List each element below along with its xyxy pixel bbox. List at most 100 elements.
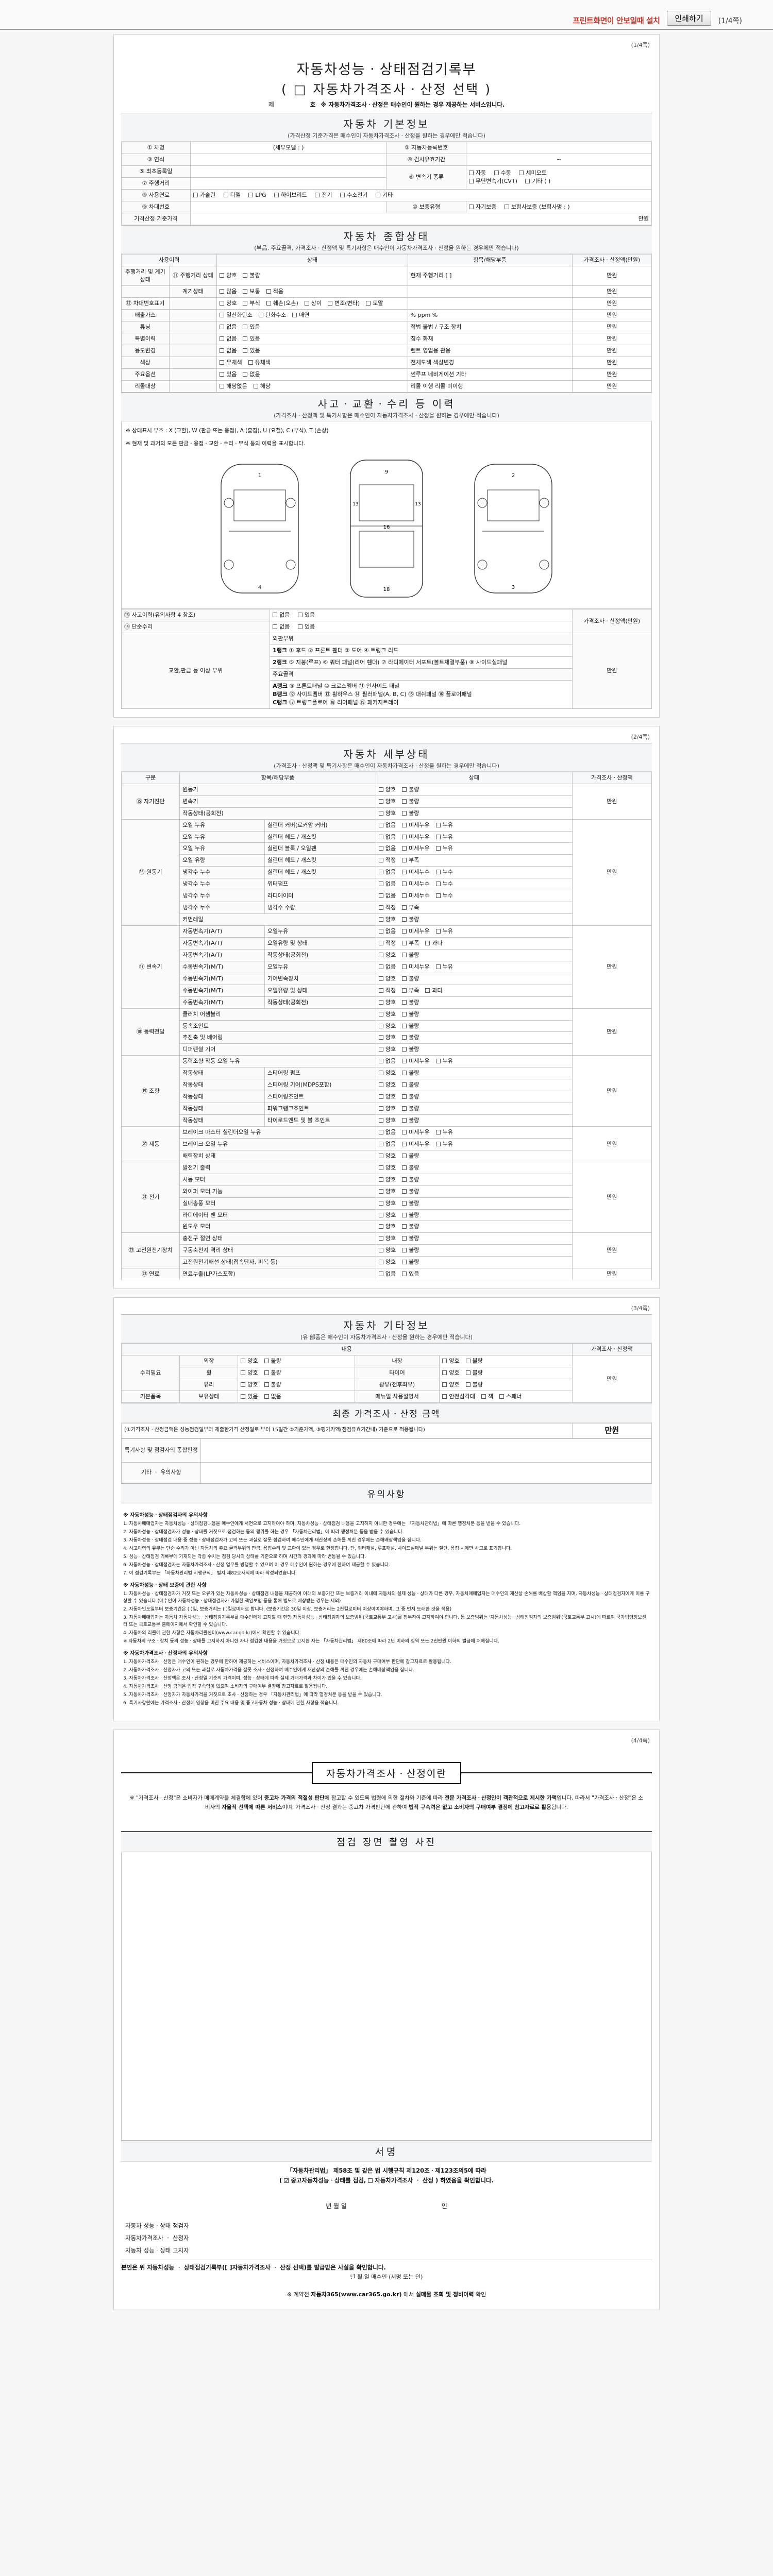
checkbox-overall-1-1[interactable]: 보통 [243,287,260,296]
simple-repair-options[interactable]: 없음 있음 [270,621,573,634]
checkbox-detail-6-0-1[interactable]: 불량 [402,1164,419,1172]
checkbox-detail-3-2-0[interactable]: 양호 [378,1033,396,1042]
checkbox-transmission-0[interactable]: 자동 [468,169,486,177]
overall-row-price-2[interactable]: 만원 [572,297,652,310]
checkbox-detail-6-5-0[interactable]: 양호 [378,1223,396,1231]
detail-opts-6-1[interactable]: 양호 불량 [375,1173,573,1186]
checkbox-overall-0-0[interactable]: 양호 [220,272,237,280]
checkbox-simple-0[interactable]: 없음 [273,623,290,631]
remarks-value[interactable] [200,1438,652,1463]
overall-row-opts-2[interactable]: 양호 부식 훼손(오손) 상이 변조(변타) 도말 [216,297,408,310]
detail-opts-4-0[interactable]: 없음 미세누유 누유 [375,1055,573,1068]
checkbox-detail-7-0-0[interactable]: 양호 [378,1234,396,1243]
checkbox-detail-0-0-0[interactable]: 양호 [378,786,396,794]
checkbox-etc-b-3-1[interactable]: 잭 [481,1393,493,1401]
basic-mileage-value[interactable] [190,177,387,190]
overall-row-price-5[interactable]: 만원 [572,333,652,346]
checkbox-detail-2-3-2[interactable]: 누유 [435,963,453,971]
checkbox-overall-7-0[interactable]: 무채색 [220,359,242,367]
detail-opts-1-2[interactable]: 없음 미세누유 누유 [375,842,573,855]
basic-firstreg-value[interactable] [190,165,387,178]
detail-price-6[interactable]: 만원 [572,1161,652,1233]
checkbox-warranty-1[interactable]: 보험사보증 (보험사명 : ) [504,203,570,211]
checkbox-etc-a-2-1[interactable]: 불량 [264,1381,281,1389]
accident-price-cell[interactable]: 만원 [572,633,652,709]
detail-opts-2-6[interactable]: 양호 불량 [375,996,573,1009]
detail-opts-1-7[interactable]: 적정 부족 [375,902,573,914]
checkbox-detail-5-1-2[interactable]: 누유 [435,1140,453,1148]
detail-price-5[interactable]: 만원 [572,1126,652,1162]
checkbox-detail-4-1-0[interactable]: 양호 [378,1069,396,1077]
overall-row-opts-3[interactable]: 일산화탄소 탄화수소 매연 [216,309,408,322]
checkbox-detail-1-0-0[interactable]: 없음 [378,821,396,829]
checkbox-detail-2-3-1[interactable]: 미세누유 [402,963,430,971]
checkbox-detail-8-0-1[interactable]: 있음 [402,1270,419,1278]
detail-opts-2-4[interactable]: 양호 불량 [375,972,573,985]
detail-opts-8-0[interactable]: 없음 있음 [375,1268,573,1281]
checkbox-detail-2-0-2[interactable]: 누유 [435,927,453,936]
checkbox-detail-5-1-1[interactable]: 미세누유 [402,1140,430,1148]
basic-baseprice-value[interactable]: 만원 [190,212,652,225]
detail-opts-7-2[interactable]: 양호 불량 [375,1256,573,1269]
checkbox-fuel-0[interactable]: 가솔린 [193,191,215,199]
detail-price-3[interactable]: 만원 [572,1008,652,1056]
checkbox-overall-4-0[interactable]: 없음 [220,323,237,331]
signature-field-2[interactable] [228,2244,652,2257]
detail-opts-7-0[interactable]: 양호 불량 [375,1232,573,1245]
final-price-amount[interactable]: 만원 [572,1422,652,1438]
checkbox-detail-5-0-0[interactable]: 없음 [378,1128,396,1137]
checkbox-detail-7-2-1[interactable]: 불량 [402,1258,419,1266]
checkbox-price-survey[interactable] [368,2178,373,2183]
checkbox-transmission-3[interactable]: 무단변속기(CVT) [468,177,517,185]
basic-year-value[interactable] [190,153,387,166]
checkbox-etc-b-0-1[interactable]: 불량 [465,1357,483,1365]
checkbox-detail-2-1-0[interactable]: 적정 [378,939,396,947]
detail-opts-5-2[interactable]: 양호 불량 [375,1149,573,1162]
detail-opts-1-5[interactable]: 없음 미세누수 누수 [375,878,573,891]
checkbox-detail-2-0-0[interactable]: 없음 [378,927,396,936]
signature-field-0[interactable] [228,2219,652,2232]
checkbox-detail-2-1-2[interactable]: 과다 [425,939,443,947]
checkbox-transmission-2[interactable]: 세미오토 [519,169,547,177]
checkbox-etc-b-2-0[interactable]: 양호 [442,1381,460,1389]
detail-opts-0-2[interactable]: 양호 불량 [375,807,573,820]
checkbox-detail-1-6-1[interactable]: 미세누수 [402,892,430,900]
checkbox-detail-4-2-0[interactable]: 양호 [378,1081,396,1089]
detail-opts-2-0[interactable]: 없음 미세누유 누유 [375,925,573,938]
checkbox-detail-5-1-0[interactable]: 없음 [378,1140,396,1148]
checkbox-etc-b-1-0[interactable]: 양호 [442,1369,460,1377]
checkbox-detail-4-3-1[interactable]: 불량 [402,1093,419,1101]
detail-opts-0-0[interactable]: 양호 불량 [375,783,573,796]
checkbox-etc-b-3-2[interactable]: 스패너 [499,1393,522,1401]
checkbox-overall-5-0[interactable]: 없음 [220,335,237,343]
checkbox-overall-9-0[interactable]: 해당없음 [220,382,247,391]
etc-opts2-2[interactable]: 양호 불량 [439,1378,573,1391]
checkbox-detail-6-2-1[interactable]: 불량 [402,1188,419,1196]
checkbox-detail-4-3-0[interactable]: 양호 [378,1093,396,1101]
checkbox-detail-1-1-0[interactable]: 없음 [378,833,396,841]
overall-row-item-1[interactable] [407,285,573,298]
detail-opts-0-1[interactable]: 양호 불량 [375,795,573,808]
checkbox-detail-1-8-1[interactable]: 불량 [402,916,419,924]
detail-opts-4-1[interactable]: 양호 불량 [375,1067,573,1080]
checkbox-detail-1-6-0[interactable]: 없음 [378,892,396,900]
checkbox-detail-1-7-0[interactable]: 적정 [378,904,396,912]
checkbox-overall-3-1[interactable]: 탄화수소 [258,311,286,319]
checkbox-detail-5-0-1[interactable]: 미세누유 [402,1128,430,1137]
overall-row-item-0[interactable]: 현재 주행거리 [ ] [407,265,573,286]
checkbox-detail-4-1-1[interactable]: 불량 [402,1069,419,1077]
checkbox-detail-0-1-1[interactable]: 불량 [402,798,419,806]
checkbox-detail-1-2-1[interactable]: 미세누유 [402,844,430,853]
checkbox-accident-0[interactable]: 없음 [273,611,290,619]
detail-opts-6-5[interactable]: 양호 불량 [375,1221,573,1233]
overall-row-item-9[interactable]: 리콜 이행 리콜 미이행 [407,380,573,393]
checkbox-etc-b-0-0[interactable]: 양호 [442,1357,460,1365]
detail-opts-6-3[interactable]: 양호 불량 [375,1197,573,1210]
detail-opts-3-3[interactable]: 양호 불량 [375,1043,573,1056]
checkbox-detail-5-2-1[interactable]: 불량 [402,1152,419,1160]
checkbox-detail-1-8-0[interactable]: 양호 [378,916,396,924]
etc-opts2-3[interactable]: 안전삼각대 잭 스패너 [439,1390,573,1403]
checkbox-fuel-4[interactable]: 전기 [315,191,332,199]
checkbox-overall-2-2[interactable]: 훼손(오손) [266,299,298,308]
detail-opts-2-5[interactable]: 적정 부족 과다 [375,984,573,997]
